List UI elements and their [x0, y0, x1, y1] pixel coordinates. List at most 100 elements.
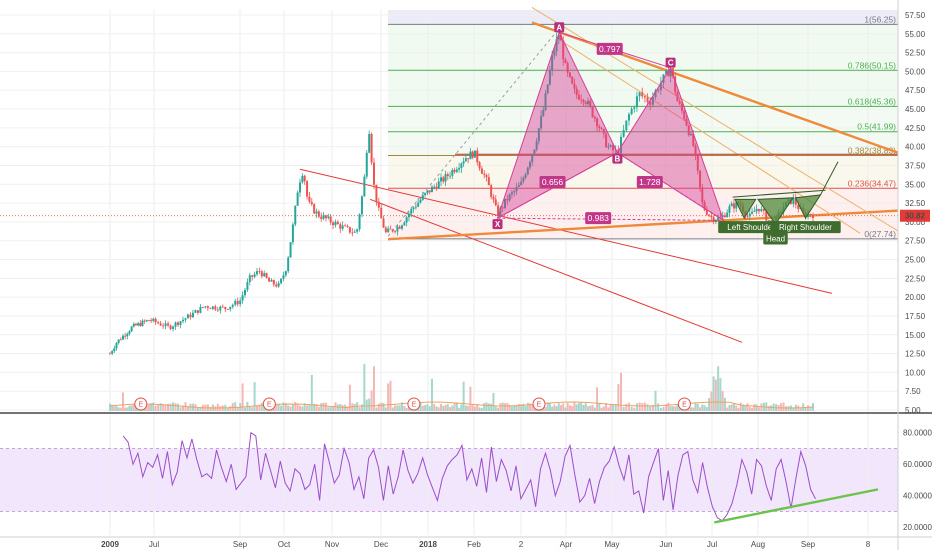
candle-body [143, 320, 146, 322]
volume-bar [564, 407, 567, 411]
candle-body [360, 196, 363, 215]
candle-body [263, 273, 266, 277]
volume-bar [442, 405, 445, 411]
volume-bar [635, 403, 638, 411]
candle-body [368, 133, 371, 153]
volume-bar [757, 407, 760, 411]
volume-bar [179, 407, 182, 411]
volume-bar [214, 406, 217, 411]
volume-bar [353, 404, 356, 411]
volume-bar [573, 402, 576, 411]
volume-bar [553, 404, 556, 411]
candle-body [417, 202, 420, 207]
price-tick-label: 52.50 [905, 49, 926, 58]
volume-bar [209, 407, 212, 411]
candle-body [625, 120, 628, 131]
earnings-marker-label: E [138, 402, 143, 409]
x-tick-label: Apr [560, 540, 573, 549]
volume-bar [260, 402, 263, 411]
volume-bar [181, 405, 184, 411]
volume-bar [596, 387, 599, 411]
candle-body [201, 306, 204, 308]
volume-bar [428, 406, 431, 411]
rsi-tick-label: 20.0000 [903, 523, 932, 532]
hs-label: Left Shoulder [727, 223, 775, 232]
candle-body [324, 215, 327, 219]
candle-body [708, 214, 711, 216]
volume-bar [487, 403, 490, 411]
volume-bar [394, 405, 397, 411]
volume-bar [462, 381, 465, 411]
volume-bar [701, 404, 704, 411]
candle-body [517, 185, 520, 188]
candle-body [167, 323, 170, 326]
candle-body [317, 211, 320, 217]
volume-bar [662, 407, 665, 411]
candle-body [139, 323, 142, 326]
candle-body [206, 306, 209, 309]
candle-body [209, 308, 212, 309]
candle-body [755, 208, 758, 212]
volume-bar [784, 406, 787, 411]
volume-bar [346, 406, 349, 411]
volume-bar [513, 405, 516, 411]
candle-body [529, 162, 532, 168]
candle-body [714, 219, 717, 222]
rsi-line [122, 431, 816, 522]
price-tick-label: 15.00 [905, 331, 926, 340]
candle-body [721, 215, 724, 218]
hs-label-box [763, 232, 788, 245]
candle-body [571, 76, 574, 84]
candle-body [117, 339, 120, 343]
earnings-marker [262, 397, 276, 411]
candle-body [589, 100, 592, 107]
x-tick-label: 2 [519, 540, 524, 549]
volume-bar [315, 404, 318, 411]
volume-bar [403, 405, 406, 411]
fibonacci-levels: 1(56.25) 0.786(50.15) 0.618(45.36) 0.5(41.9… [388, 14, 898, 240]
volume-bar [744, 405, 747, 411]
candle-body [641, 92, 644, 97]
volume-bar [767, 406, 770, 411]
volume-bar [617, 384, 620, 411]
candle-body [746, 216, 749, 217]
earnings-marker [407, 397, 421, 411]
candle-body [649, 101, 652, 105]
candle-body [186, 314, 189, 319]
volume-bar [289, 406, 292, 411]
candle-body [435, 186, 438, 189]
volume-bar [145, 403, 148, 411]
candle-body [162, 325, 165, 327]
volume-bar [126, 407, 129, 411]
volume-bar [473, 406, 476, 411]
candle-body [483, 173, 486, 176]
candle-body [467, 158, 470, 160]
candle-body [339, 224, 342, 229]
volume-bar [226, 407, 229, 411]
volume-bar [167, 403, 170, 411]
candle-body [703, 202, 706, 211]
volume-bar [121, 392, 124, 411]
head-and-shoulders: Left Shoulder Head Right Shoulder [718, 161, 841, 245]
volume-bar [807, 405, 810, 411]
candle-body [540, 116, 543, 129]
volume-bar [732, 403, 735, 411]
volume-bar [531, 405, 534, 411]
candle-body [189, 314, 192, 318]
x-tick-label: Jul [707, 540, 717, 549]
volume-bar [566, 402, 569, 411]
candle-body [137, 323, 140, 326]
volume-bar [674, 406, 677, 411]
candle-body [735, 201, 738, 209]
volume-bar [437, 407, 440, 411]
candle-body [598, 126, 601, 129]
volume-bar [460, 404, 463, 411]
volume-bar [430, 378, 433, 411]
fib-level-label: 0.5(41.99) [857, 122, 896, 132]
candle-body [405, 217, 408, 223]
x-tick-label: Dec [374, 540, 388, 549]
candle-body [433, 186, 436, 188]
volume-bar [332, 406, 335, 411]
